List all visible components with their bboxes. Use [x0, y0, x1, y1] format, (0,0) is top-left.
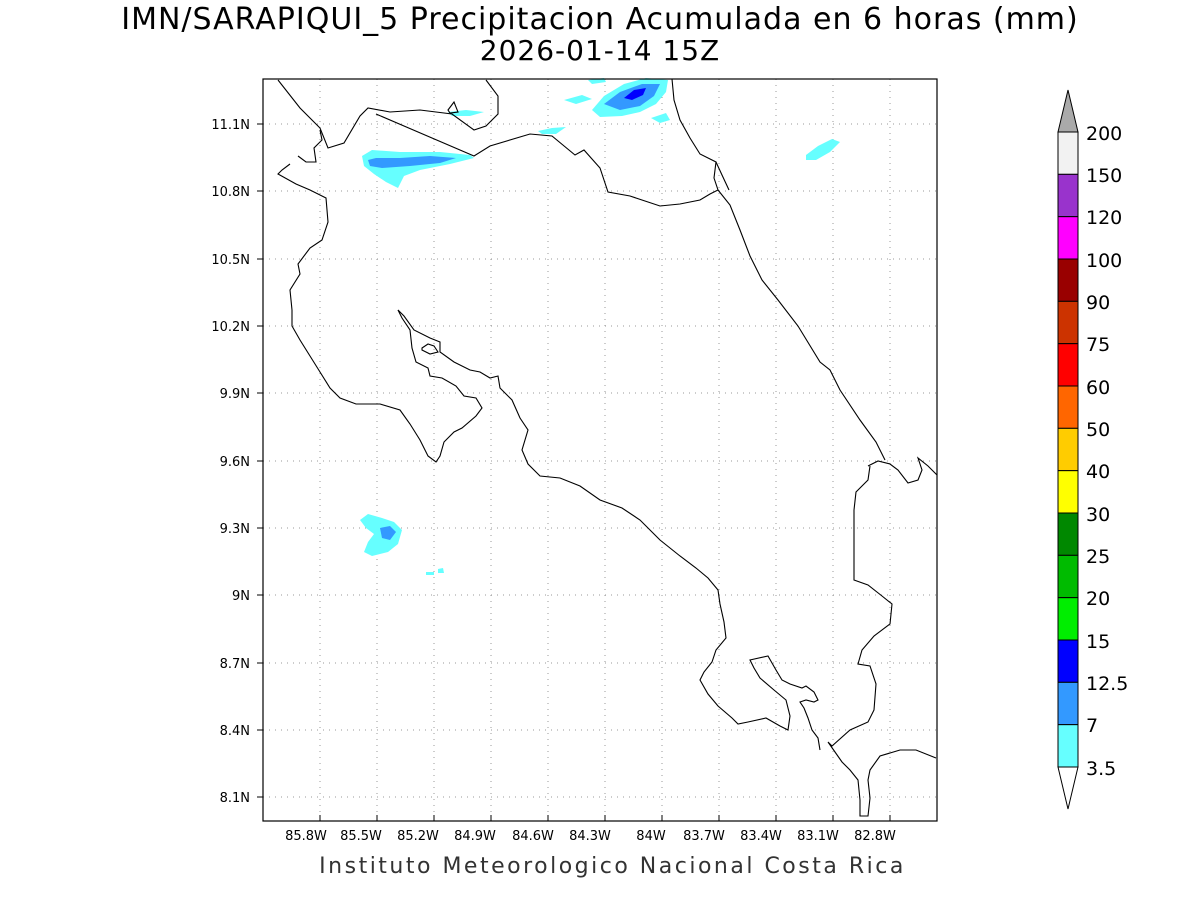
x-tick-label: 85.5W [340, 829, 382, 844]
colorbar-label: 3.5 [1086, 758, 1116, 780]
x-axis: 85.8W 85.5W 85.2W 84.9W 84.6W 84.3W 84W … [285, 815, 896, 844]
colorbar-label: 120 [1086, 207, 1122, 229]
map-datetime: 2026-01-14 15Z [479, 34, 721, 67]
colorbar-label: 50 [1086, 419, 1110, 441]
footer-credit: Instituto Meteorologico Nacional Costa R… [319, 854, 906, 879]
colorbar-swatch [1057, 724, 1079, 768]
y-tick-label: 9.3N [220, 522, 250, 537]
colorbar-label: 25 [1086, 546, 1110, 568]
colorbar: 200 150 120 100 90 75 60 50 40 30 25 20 … [1057, 89, 1128, 810]
colorbar-swatch [1057, 216, 1079, 260]
lake-nicaragua-shore [277, 79, 499, 149]
y-tick-label: 10.8N [211, 185, 250, 200]
y-tick-label: 8.7N [220, 657, 250, 672]
panama-border [827, 465, 937, 817]
colorbar-label: 100 [1086, 250, 1122, 272]
colorbar-swatch [1057, 258, 1079, 302]
colorbar-swatch [1057, 554, 1079, 599]
colorbar-label: 200 [1086, 123, 1122, 145]
colorbar-label: 20 [1086, 588, 1110, 610]
grid [263, 79, 937, 821]
colorbar-label: 12.5 [1086, 673, 1128, 695]
x-tick-label: 83.7W [683, 829, 725, 844]
x-tick-label: 85.8W [285, 829, 327, 844]
map-frame [262, 78, 938, 822]
rain-area-small-1 [564, 95, 592, 104]
y-tick-label: 8.1N [220, 791, 250, 806]
gulf-of-nicoya-shore [397, 309, 821, 751]
pacific-coast-north [277, 129, 483, 463]
colorbar-label: 150 [1086, 165, 1122, 187]
rain-area-east [806, 139, 840, 160]
colorbar-swatch [1057, 681, 1079, 726]
caribbean-coast [717, 189, 886, 461]
x-tick-label: 84.9W [454, 829, 496, 844]
colorbar-swatch [1057, 343, 1079, 387]
rain-area-north-max [624, 88, 646, 100]
colorbar-label: 60 [1086, 377, 1110, 399]
colorbar-label: 15 [1086, 631, 1110, 653]
rain-area-southwest-core [380, 526, 396, 540]
precipitation-areas [360, 78, 840, 575]
colorbar-swatch [1057, 385, 1079, 429]
y-tick-label: 9.6N [220, 455, 250, 470]
coastlines [277, 78, 938, 817]
colorbar-label: 7 [1086, 715, 1098, 737]
san-juan-river-mouth [715, 161, 730, 191]
rain-area-small-5 [448, 110, 484, 116]
y-tick-label: 11.1N [211, 118, 250, 133]
rain-area-small-3 [538, 127, 566, 134]
y-tick-label: 10.5N [211, 253, 250, 268]
colorbar-label: 30 [1086, 504, 1110, 526]
colorbar-swatch [1057, 300, 1079, 345]
y-tick-label: 9.9N [220, 387, 250, 402]
rain-area-northwest-core [368, 156, 456, 168]
rain-area-small-4 [651, 113, 670, 123]
colorbar-swatch [1057, 427, 1079, 472]
rain-area-southwest [360, 514, 402, 556]
nicaragua-costa-rica-border [375, 78, 719, 207]
panama-border-north [867, 456, 938, 484]
colorbar-swatch [1057, 470, 1079, 514]
y-tick-label: 8.4N [220, 724, 250, 739]
colorbar-swatch [1057, 131, 1079, 175]
colorbar-label: 90 [1086, 292, 1110, 314]
colorbar-label: 75 [1086, 334, 1110, 356]
x-tick-label: 84.3W [569, 829, 611, 844]
colorbar-swatch [1057, 597, 1079, 641]
colorbar-swatch [1057, 639, 1079, 683]
x-tick-label: 83.4W [740, 829, 782, 844]
y-axis: 11.1N 10.8N 10.5N 10.2N 9.9N 9.6N 9.3N 9… [211, 118, 263, 806]
x-tick-label: 82.8W [854, 829, 896, 844]
y-tick-label: 9N [232, 589, 250, 604]
colorbar-bottom-arrow [1057, 766, 1079, 810]
colorbar-label: 40 [1086, 461, 1110, 483]
rain-area-northwest [362, 150, 474, 188]
rain-area-small-6 [426, 572, 434, 575]
nicoya-island [421, 343, 439, 355]
y-tick-label: 10.2N [211, 320, 250, 335]
x-tick-label: 84W [636, 829, 666, 844]
small-island-north [447, 100, 459, 114]
colorbar-top-arrow [1057, 89, 1079, 133]
colorbar-swatch [1057, 512, 1079, 556]
map-title: IMN/SARAPIQUI_5 Precipitacion Acumulada … [121, 2, 1079, 37]
x-tick-label: 83.1W [797, 829, 839, 844]
colorbar-swatch [1057, 173, 1079, 218]
x-tick-label: 85.2W [397, 829, 439, 844]
rain-area-small-7 [438, 568, 444, 573]
colorbar-swatches [1057, 131, 1079, 768]
x-tick-label: 84.6W [512, 829, 554, 844]
